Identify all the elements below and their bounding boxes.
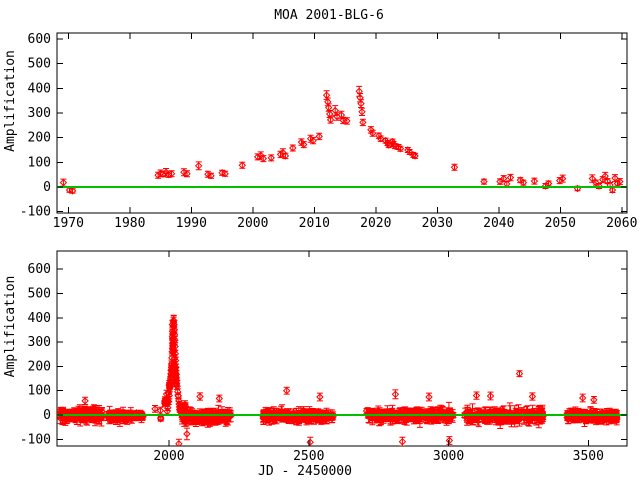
x-tick-label: 1990 [176, 216, 207, 231]
y-tick-label: 300 [28, 335, 51, 350]
y-tick-label: 500 [28, 286, 51, 301]
tick-marks [57, 251, 627, 446]
y-tick-label: -100 [20, 205, 51, 220]
data-points [59, 85, 624, 195]
y-axis-label: Amplification [3, 50, 18, 152]
diamond-markers [57, 316, 621, 446]
y-axis-label: Amplification [3, 276, 18, 378]
y-tick-label: 0 [43, 408, 51, 423]
y-tick-label: 0 [43, 180, 51, 195]
x-tick-label: 2010 [299, 216, 330, 231]
x-tick-label: 2040 [483, 216, 514, 231]
x-tick-label: 1980 [114, 216, 145, 231]
x-tick-label: 2500 [293, 449, 324, 464]
y-tick-label: -100 [20, 432, 51, 447]
x-tick-label: 2050 [545, 216, 576, 231]
x-tick-label: 2030 [422, 216, 453, 231]
y-tick-label: 400 [28, 81, 51, 96]
y-tick-label: 600 [28, 32, 51, 47]
top-panel: 1970 1980 1990 2000 2010 2020 2030 2040 2050 2060… [3, 8, 637, 231]
y-tick-label: 500 [28, 57, 51, 72]
x-tick-label: 2060 [606, 216, 637, 231]
bottom-panel: 2000 2500 3000 3500 -100 0 100 200 300 400 500 600 A… [3, 250, 628, 479]
error-bars [60, 85, 623, 194]
tick-marks [57, 33, 627, 213]
plot-border [56, 32, 628, 214]
y-tick-label: 400 [28, 311, 51, 326]
x-tick-label: 2000 [237, 216, 268, 231]
x-tick-label: 2000 [153, 449, 184, 464]
y-tick-label: 300 [28, 106, 51, 121]
y-tick-label: 100 [28, 155, 51, 170]
y-tick-label: 200 [28, 131, 51, 146]
y-tick-label: 600 [28, 262, 51, 277]
x-axis-label: JD - 2450000 [258, 464, 352, 479]
x-tick-label: 3500 [573, 449, 604, 464]
y-tick-label: 100 [28, 384, 51, 399]
x-tick-label: 3000 [433, 449, 464, 464]
plot-border [56, 250, 628, 447]
y-tick-label: 200 [28, 359, 51, 374]
error-bars [57, 314, 620, 446]
x-tick-label: 2020 [360, 216, 391, 231]
diamond-markers [59, 87, 624, 195]
x-tick-label: 1970 [53, 216, 84, 231]
chart-title: MOA 2001-BLG-6 [274, 8, 384, 23]
data-points [57, 314, 621, 446]
